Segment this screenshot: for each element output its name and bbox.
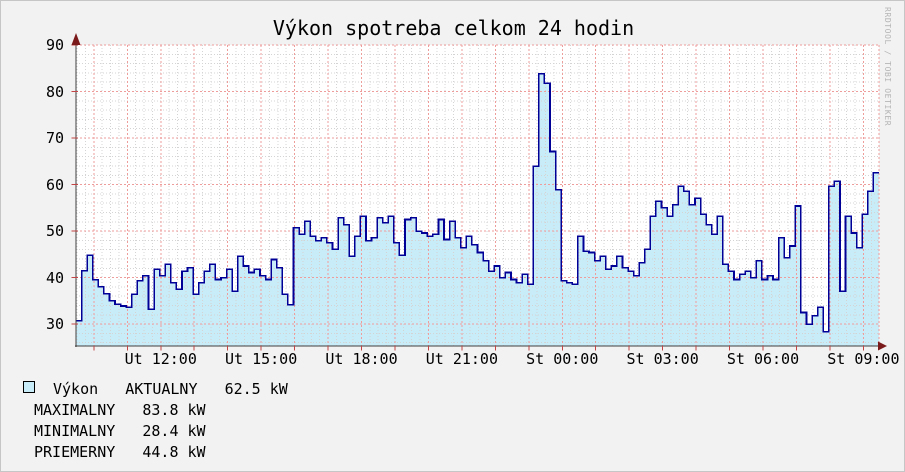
y-axis-tick-label: 90 bbox=[45, 36, 64, 54]
y-axis-tick-label: 60 bbox=[45, 175, 64, 194]
chart-title: Výkon spotreba celkom 24 hodin bbox=[272, 16, 635, 40]
x-axis-tick-label: St 00:00 bbox=[526, 350, 599, 368]
y-axis-tick-label: 40 bbox=[45, 268, 64, 287]
legend-line-aktualny: Výkon AKTUALNY 62.5 kW bbox=[53, 380, 288, 398]
x-axis-tick-label: St 09:00 bbox=[827, 350, 900, 368]
legend-line-priemerny: PRIEMERNY 44.8 kW bbox=[34, 443, 206, 461]
x-axis-tick-label: Ut 21:00 bbox=[425, 350, 498, 368]
x-axis-tick-label: Ut 18:00 bbox=[325, 350, 398, 368]
y-axis-tick-label: 70 bbox=[45, 129, 64, 148]
y-axis-tick-label: 80 bbox=[45, 82, 64, 101]
watermark: RRDTOOL / TOBI OETIKER bbox=[883, 7, 892, 127]
x-axis-tick-label: St 06:00 bbox=[726, 350, 800, 368]
x-axis-tick-label: Ut 12:00 bbox=[124, 350, 197, 368]
x-axis-tick-label: St 03:00 bbox=[626, 350, 699, 368]
y-axis-tick-label: 50 bbox=[45, 222, 64, 241]
x-axis-tick-label: Ut 15:00 bbox=[225, 350, 298, 368]
legend-line-maximalny: MAXIMALNY 83.8 kW bbox=[34, 401, 206, 419]
legend-line-minimalny: MINIMALNY 28.4 kW bbox=[34, 422, 206, 440]
legend-swatch bbox=[23, 381, 35, 393]
y-axis-tick-label: 30 bbox=[45, 315, 64, 334]
